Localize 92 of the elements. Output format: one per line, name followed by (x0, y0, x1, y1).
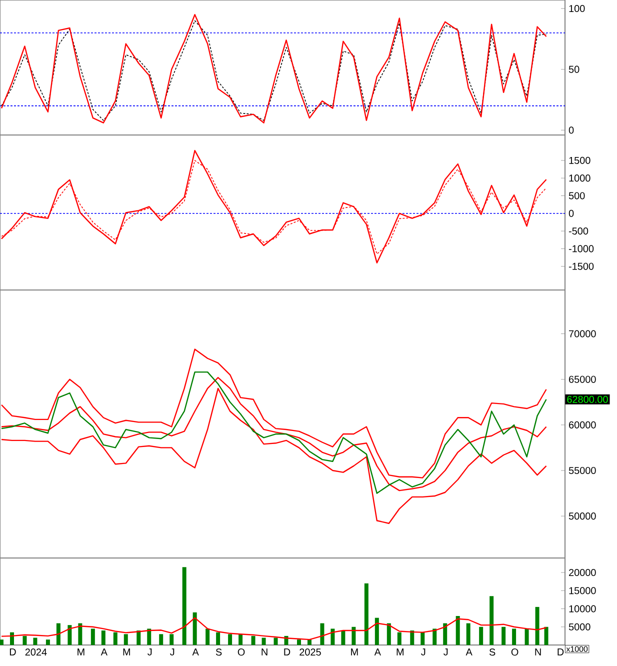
x-tick-label: A (100, 648, 108, 656)
bar (330, 628, 335, 646)
x-tick-label: M (78, 648, 84, 656)
x-tick-label: D (10, 648, 16, 656)
bar (101, 630, 106, 646)
x-tick-label: O (511, 648, 518, 656)
x-tick-label: O (238, 648, 245, 656)
x-tick-label: A (374, 648, 381, 656)
bar (296, 640, 301, 646)
y-tick-label: 50 (568, 66, 580, 73)
bar (535, 606, 540, 646)
x-tick-label: N (262, 648, 268, 656)
x-tick-label: A (466, 648, 472, 656)
bar (182, 567, 186, 646)
bar (68, 625, 72, 646)
bar (386, 623, 391, 646)
bar (147, 628, 152, 646)
y-tick-label: 20000 (569, 568, 596, 576)
bar (170, 634, 174, 646)
bar (113, 632, 118, 646)
bar (22, 636, 27, 646)
x-tick-label: M (123, 648, 130, 656)
annotation: 62800.00 (567, 396, 608, 403)
x-tick-label: 2025 (300, 648, 321, 656)
y-tick-label: 60000 (569, 421, 596, 428)
bar (238, 634, 243, 646)
x-tick-label: D (558, 648, 564, 656)
bar (228, 634, 232, 646)
bar (420, 632, 425, 646)
x-tick-label: J (444, 648, 448, 656)
bar (352, 626, 356, 646)
bar (374, 618, 379, 646)
bar (307, 640, 312, 646)
bar (159, 634, 164, 646)
y-tick-label: 0 (568, 126, 574, 134)
x-tick-label: N (535, 648, 541, 656)
y-tick-label: -1000 (568, 245, 594, 252)
y-tick-label: 70000 (569, 330, 596, 338)
bar (512, 628, 516, 646)
bar (206, 628, 210, 646)
bar (490, 596, 494, 646)
line-series (0, 388, 547, 524)
y-tick-label: 0 (568, 210, 574, 217)
y-tick-label: 500 (568, 192, 585, 200)
x-tick-label: J (170, 648, 174, 656)
y-tick-label: -500 (568, 228, 588, 235)
y-tick-label: 55000 (568, 466, 596, 474)
bar (90, 628, 95, 646)
y-tick-label: 10000 (569, 605, 596, 612)
bar (341, 630, 346, 646)
y-tick-label: 1500 (569, 156, 590, 164)
bar (216, 632, 220, 646)
bar (274, 638, 278, 646)
bar (10, 632, 14, 646)
y-tick-label: 65000 (569, 376, 596, 383)
x-tick-label: 2024 (25, 648, 47, 656)
bar (251, 636, 256, 646)
y-tick-label: 5000 (568, 623, 590, 630)
bar (78, 623, 82, 646)
bar (56, 623, 60, 646)
bar (502, 626, 506, 646)
x-tick-label: D (284, 648, 290, 656)
x-tick-label: J (421, 648, 426, 656)
bar (33, 638, 38, 646)
bar (136, 630, 141, 646)
y-tick-label: 50000 (568, 512, 596, 520)
bar (364, 583, 368, 646)
y-tick-label: 100 (569, 4, 585, 12)
x-tick-label: A (192, 648, 199, 656)
bar (524, 628, 529, 646)
bar (479, 626, 484, 646)
bar (46, 640, 50, 646)
x-tick-label: S (216, 648, 222, 656)
bar (320, 623, 324, 646)
bar (192, 612, 197, 646)
bar (544, 626, 548, 646)
bar (262, 638, 266, 646)
bar (456, 616, 460, 646)
y-tick-label: 15000 (569, 587, 596, 594)
bar (124, 634, 128, 646)
x-tick-label: M (396, 648, 404, 656)
bar (410, 630, 414, 646)
x-tick-label: M (351, 648, 358, 656)
y-tick-label: -1500 (568, 262, 594, 270)
bar (397, 632, 402, 646)
bar (466, 623, 470, 646)
bar (0, 640, 4, 646)
bar (443, 623, 448, 646)
y-tick-label: 1000 (569, 174, 590, 182)
bar (432, 628, 437, 646)
x-tick-label: J (148, 648, 152, 656)
x-tick-label: S (489, 648, 496, 656)
